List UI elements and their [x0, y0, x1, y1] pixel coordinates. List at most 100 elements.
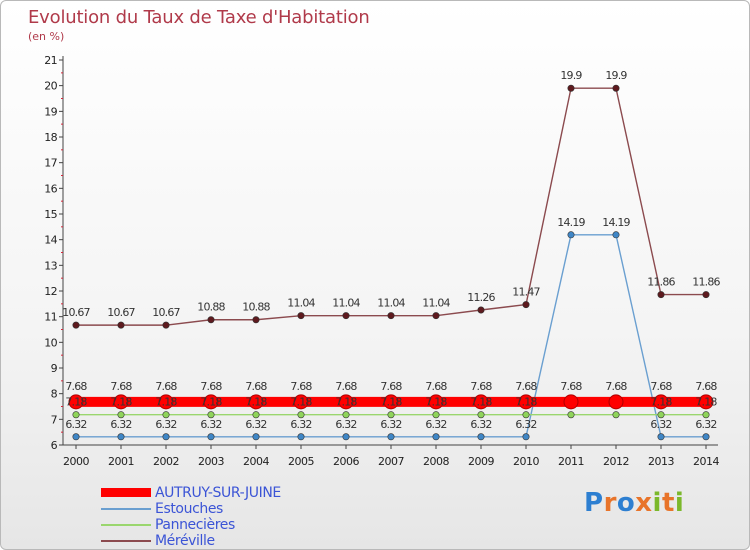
logo-letter: t [661, 488, 675, 518]
data-point [473, 394, 489, 410]
data-label: 7.68 [650, 380, 672, 393]
y-tick-label: 10 [44, 336, 57, 349]
data-point [297, 411, 305, 419]
data-label: 6.32 [380, 418, 401, 431]
data-point [702, 291, 710, 299]
data-point [657, 433, 665, 441]
data-label: 7.68 [65, 380, 87, 393]
data-label: 11.47 [512, 286, 540, 299]
data-label: 7.18 [380, 396, 402, 409]
data-label: 7.18 [200, 396, 222, 409]
data-point [477, 411, 485, 419]
data-label: 7.68 [695, 380, 717, 393]
legend-label: Pannecières [155, 517, 235, 533]
data-point [653, 394, 669, 410]
legend-label: Méréville [155, 533, 215, 549]
data-point [387, 411, 395, 419]
data-point [72, 411, 80, 419]
data-label: 7.68 [380, 380, 402, 393]
data-point [113, 394, 129, 410]
data-label: 6.32 [335, 418, 356, 431]
logo-letter: P [584, 488, 604, 518]
y-tick-label: 19 [44, 105, 57, 118]
data-point [117, 321, 125, 329]
legend-swatch [101, 508, 151, 510]
data-labels-layer: 7.68 7.68 7.68 7.68 7.68 7.68 7.68 7.68 7.68 7.68… [62, 69, 721, 431]
data-point [293, 394, 309, 410]
x-tick-label: 2000 [63, 455, 89, 468]
data-label: 6.32 [155, 418, 176, 431]
x-tick-label: 2004 [243, 455, 269, 468]
series-estouches [72, 231, 710, 441]
data-point [162, 433, 170, 441]
data-label: 7.18 [155, 396, 177, 409]
data-label: 7.18 [515, 396, 537, 409]
x-tick-label: 2007 [378, 455, 404, 468]
data-label: 11.04 [422, 297, 450, 310]
data-label: 6.32 [695, 418, 716, 431]
data-label: 6.32 [200, 418, 221, 431]
data-point [522, 411, 530, 419]
series-m-r-ville [72, 84, 710, 329]
data-label: 7.18 [650, 396, 672, 409]
series-autruy-sur-juine [68, 394, 714, 410]
series-line [76, 87, 706, 326]
data-label: 7.18 [290, 396, 312, 409]
data-label: 10.67 [152, 306, 180, 319]
data-point [612, 84, 620, 92]
data-point [68, 394, 84, 410]
data-label: 6.32 [245, 418, 266, 431]
data-label: 6.32 [425, 418, 446, 431]
data-point [297, 312, 305, 320]
data-point [117, 433, 125, 441]
y-tick-label: 14 [44, 234, 57, 247]
data-point [72, 433, 80, 441]
data-label: 6.32 [470, 418, 491, 431]
data-point [612, 411, 620, 419]
data-label: 19.9 [560, 69, 582, 82]
data-label: 10.88 [197, 301, 225, 314]
data-point [117, 411, 125, 419]
data-label: 7.68 [605, 380, 627, 393]
data-label: 6.32 [650, 418, 671, 431]
data-point [162, 411, 170, 419]
data-point [657, 291, 665, 299]
data-label: 7.68 [245, 380, 267, 393]
y-tick-label: 15 [44, 208, 57, 221]
data-label: 7.68 [110, 380, 132, 393]
data-point [522, 301, 530, 309]
data-point [702, 411, 710, 419]
data-point [567, 84, 575, 92]
data-point [702, 433, 710, 441]
legend-label: Estouches [155, 501, 223, 517]
data-label: 6.32 [110, 418, 131, 431]
x-tick-label: 2008 [423, 455, 449, 468]
x-tick-label: 2012 [603, 455, 629, 468]
x-tick-label: 2005 [288, 455, 314, 468]
data-point [207, 411, 215, 419]
logo-letter: o [616, 488, 636, 518]
data-point [252, 411, 260, 419]
data-point [387, 433, 395, 441]
y-tick-label: 13 [44, 259, 57, 272]
data-point [432, 312, 440, 320]
data-label: 7.18 [335, 396, 357, 409]
data-point [698, 394, 714, 410]
logo-letter: i [652, 488, 662, 518]
data-point [342, 411, 350, 419]
y-tick-label: 17 [44, 157, 57, 170]
x-tick-label: 2009 [468, 455, 494, 468]
x-tick-label: 2006 [333, 455, 359, 468]
data-point [522, 433, 530, 441]
logo-letter: r [603, 488, 617, 518]
x-tick-label: 2014 [693, 455, 719, 468]
data-point [563, 394, 579, 410]
data-point [72, 321, 80, 329]
data-point [252, 316, 260, 324]
y-tick-label: 6 [51, 439, 58, 452]
data-point [657, 411, 665, 419]
data-point [383, 394, 399, 410]
data-label: 14.19 [557, 216, 585, 229]
series-panneci-res [72, 411, 710, 419]
